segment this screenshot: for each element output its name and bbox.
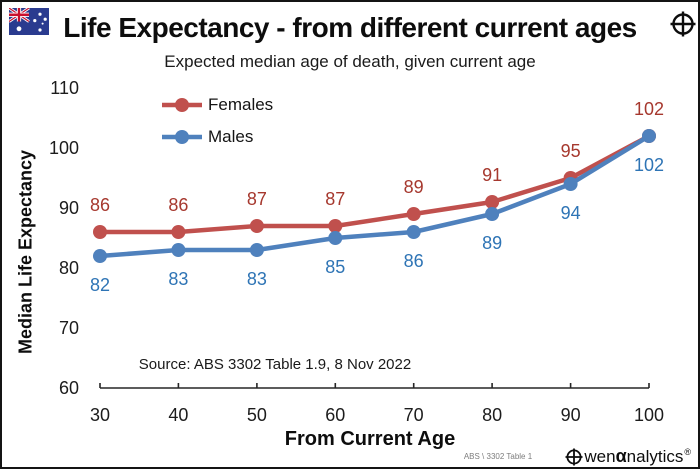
data-label-males: 85 [325,257,345,277]
data-label-males: 83 [168,269,188,289]
data-label-females: 102 [634,99,664,119]
data-label-females: 87 [247,189,267,209]
data-point-males [485,207,500,221]
data-point-females [171,225,186,239]
brand-logo: wen α nalytics ® [564,446,691,467]
footer-note: ABS \ 3302 Table 1 [463,452,533,461]
registered-mark: ® [684,446,691,457]
chart-title: Life Expectancy - from different current… [63,12,637,43]
data-label-females: 86 [90,195,110,215]
data-label-females: 95 [561,141,581,161]
data-label-females: 89 [404,177,424,197]
brand-alpha-glyph: α [615,446,627,466]
data-point-females [93,225,107,239]
data-label-males: 86 [404,251,424,271]
data-label-females: 87 [325,189,345,209]
series-line-females [97,133,652,235]
data-label-males: 94 [561,203,581,223]
x-tick-label: 30 [90,405,110,425]
legend-label-females: Females [208,95,274,114]
data-label-males: 83 [247,269,267,289]
reticle-icon [565,448,583,465]
x-tick-label: 90 [561,405,581,425]
reticle-icon [670,11,696,37]
x-tick-label: 100 [634,405,664,425]
y-tick-label: 60 [59,378,79,398]
data-label-females: 91 [482,165,502,185]
data-point-males [249,243,264,257]
data-point-females [485,195,500,209]
x-axis [99,383,650,389]
x-tick-label: 50 [247,405,267,425]
chart-subtitle: Expected median age of death, given curr… [164,52,536,71]
y-tick-label: 80 [59,258,79,278]
series-line-males [97,133,652,259]
data-label-males: 82 [90,275,110,295]
x-tick-label: 70 [404,405,424,425]
data-point-males [171,243,186,257]
source-note: Source: ABS 3302 Table 1.9, 8 Nov 2022 [138,356,412,373]
y-axis-title: Median Life Expectancy [15,149,36,355]
data-point-males [563,177,578,191]
data-label-females: 86 [168,195,188,215]
data-label-males: 102 [634,155,664,175]
australian-flag-icon [9,8,49,35]
x-tick-label: 80 [482,405,502,425]
data-point-females [328,219,343,233]
brand-text-suffix: nalytics [626,446,684,466]
legend-item-males: Males [160,124,273,150]
y-tick-label: 90 [59,198,79,218]
brand-text-prefix: wen [584,446,616,466]
chart-legend: Females Males [160,92,273,156]
legend-item-females: Females [160,92,273,118]
data-point-females [249,219,264,233]
data-point-males [328,231,343,245]
data-label-males: 89 [482,233,502,253]
legend-swatch-males-icon [162,130,202,144]
data-point-females [406,207,421,221]
legend-label-males: Males [208,127,254,146]
y-tick-label: 110 [50,78,79,98]
y-tick-label: 100 [49,138,79,158]
x-axis-title: From Current Age [284,428,456,450]
data-point-males [642,129,656,143]
x-tick-label: 40 [168,405,188,425]
y-tick-label: 70 [59,318,79,338]
legend-swatch-females-icon [162,98,202,112]
x-tick-label: 60 [325,405,345,425]
data-point-males [406,225,421,239]
data-point-males [93,249,107,263]
